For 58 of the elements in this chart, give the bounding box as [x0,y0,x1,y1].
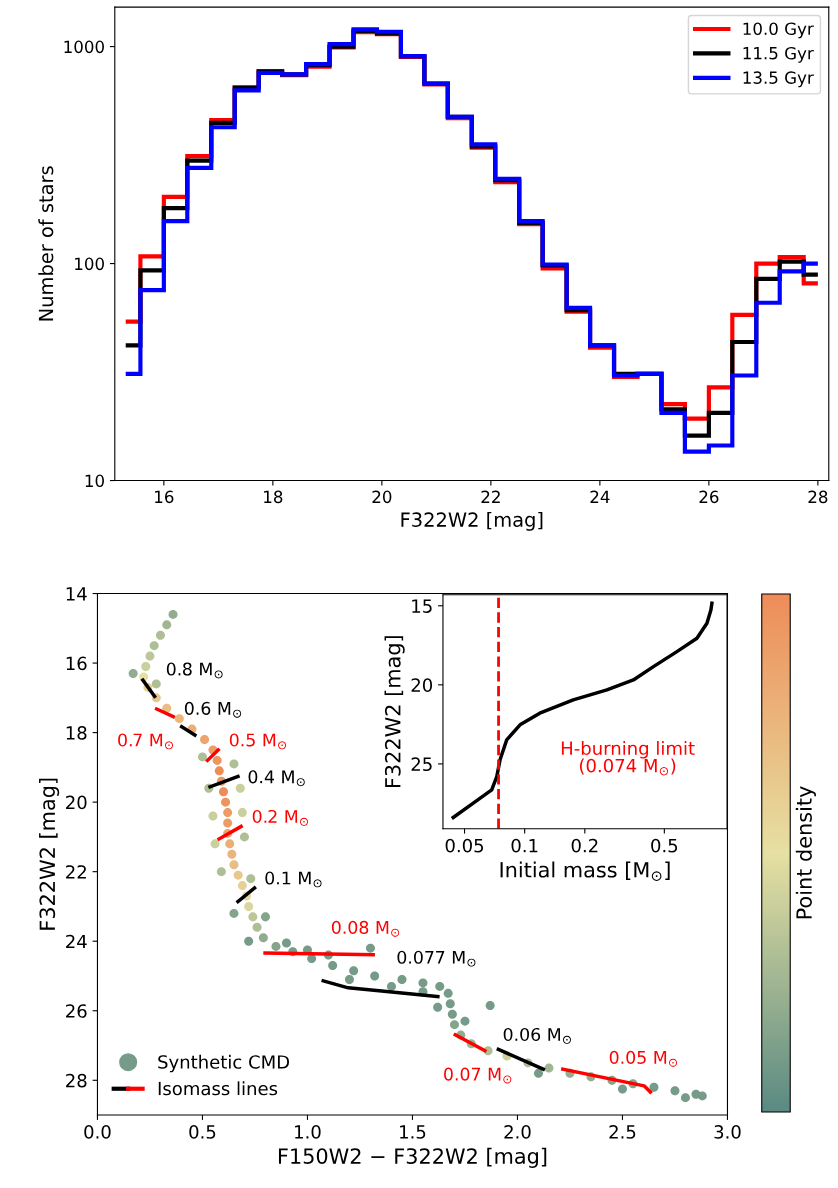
x-tick-label: 22 [481,490,500,503]
legend-label: 10.0 Gyr [743,22,814,39]
annotation: 0.05 M$_{⊙}$ [609,1050,677,1067]
x-tick-label: 2.0 [504,1125,531,1139]
legend-label: Synthetic CMD [158,1054,290,1073]
x-tick-label: 24 [590,490,610,503]
annotation: 0.4 M$_{⊙}$ [248,770,305,787]
y-tick-label: 16 [66,656,87,671]
x-axis-title: F322W2 [mag] [401,511,543,531]
y-tick-label: 10 [85,474,104,488]
y-tick-label: 1000 [64,40,104,54]
x-axis-title: F150W2 − F322W2 [mag] [278,1147,547,1168]
x-tick-label: 1.5 [400,1125,426,1139]
y-tick-label: 14 [66,587,87,601]
annotation: 0.08 M$_{⊙}$ [331,920,400,937]
x-tick-label: 0.5 [189,1125,216,1139]
annotation: 0.06 M$_{⊙}$ [503,1027,571,1044]
annotation: 0.077 M$_{⊙}$ [397,950,476,967]
legend-label: 11.5 Gyr [743,46,814,63]
y-axis-title: Number of stars [38,166,54,321]
x-tick-label: 28 [808,490,828,504]
line-series [321,979,440,999]
y-tick-label: 24 [66,934,87,949]
annotation: 0.7 M$_{⊙}$ [118,733,173,750]
y-tick-label: 20 [411,678,433,692]
x-tick-label: 0.0 [84,1125,111,1139]
annotation: 0.07 M$_{⊙}$ [444,1067,512,1084]
x-axis-title: Initial mass [M$_{⊙}$] [500,861,670,881]
annotation: 0.8 M$_{⊙}$ [166,662,223,679]
legend-label: Isomass lines [158,1081,278,1096]
x-tick-label: 20 [372,490,392,504]
x-tick-label: 3.0 [714,1125,741,1139]
legend-label: 13.5 Gyr [743,71,814,88]
y-tick-label: 26 [66,1004,87,1018]
y-tick-label: 28 [66,1073,87,1088]
annotation: 0.2 M$_{⊙}$ [252,809,308,826]
y-tick-label: 18 [66,726,87,740]
annotation: 0.5 M$_{⊙}$ [229,733,287,750]
color-bar-title: Point density [795,786,816,919]
x-tick-label: 0.5 [651,838,678,853]
y-tick-label: 22 [66,865,86,879]
y-tick-label: 20 [66,795,87,810]
x-tick-label: 0.05 [445,838,484,853]
annotation: 0.6 M$_{⊙}$ [184,701,242,718]
x-tick-label: 16 [155,490,174,504]
y-tick-label: 100 [75,257,104,271]
y-axis-title: F322W2 [mag] [39,778,60,930]
y-tick-label: 25 [411,757,432,772]
x-tick-label: 18 [264,490,283,504]
x-tick-label: 2.5 [609,1125,636,1139]
x-tick-label: 26 [699,490,719,504]
annotation: H-burning limit (0.074 M$_{⊙}$) [561,741,695,776]
annotation: 0.1 M$_{⊙}$ [265,871,322,888]
x-tick-label: 0.1 [511,838,538,853]
x-tick-label: 1.0 [295,1125,321,1139]
y-axis-title: F322W2 [mag] [384,636,405,788]
y-tick-label: 15 [412,599,432,613]
x-tick-label: 0.2 [571,838,598,853]
